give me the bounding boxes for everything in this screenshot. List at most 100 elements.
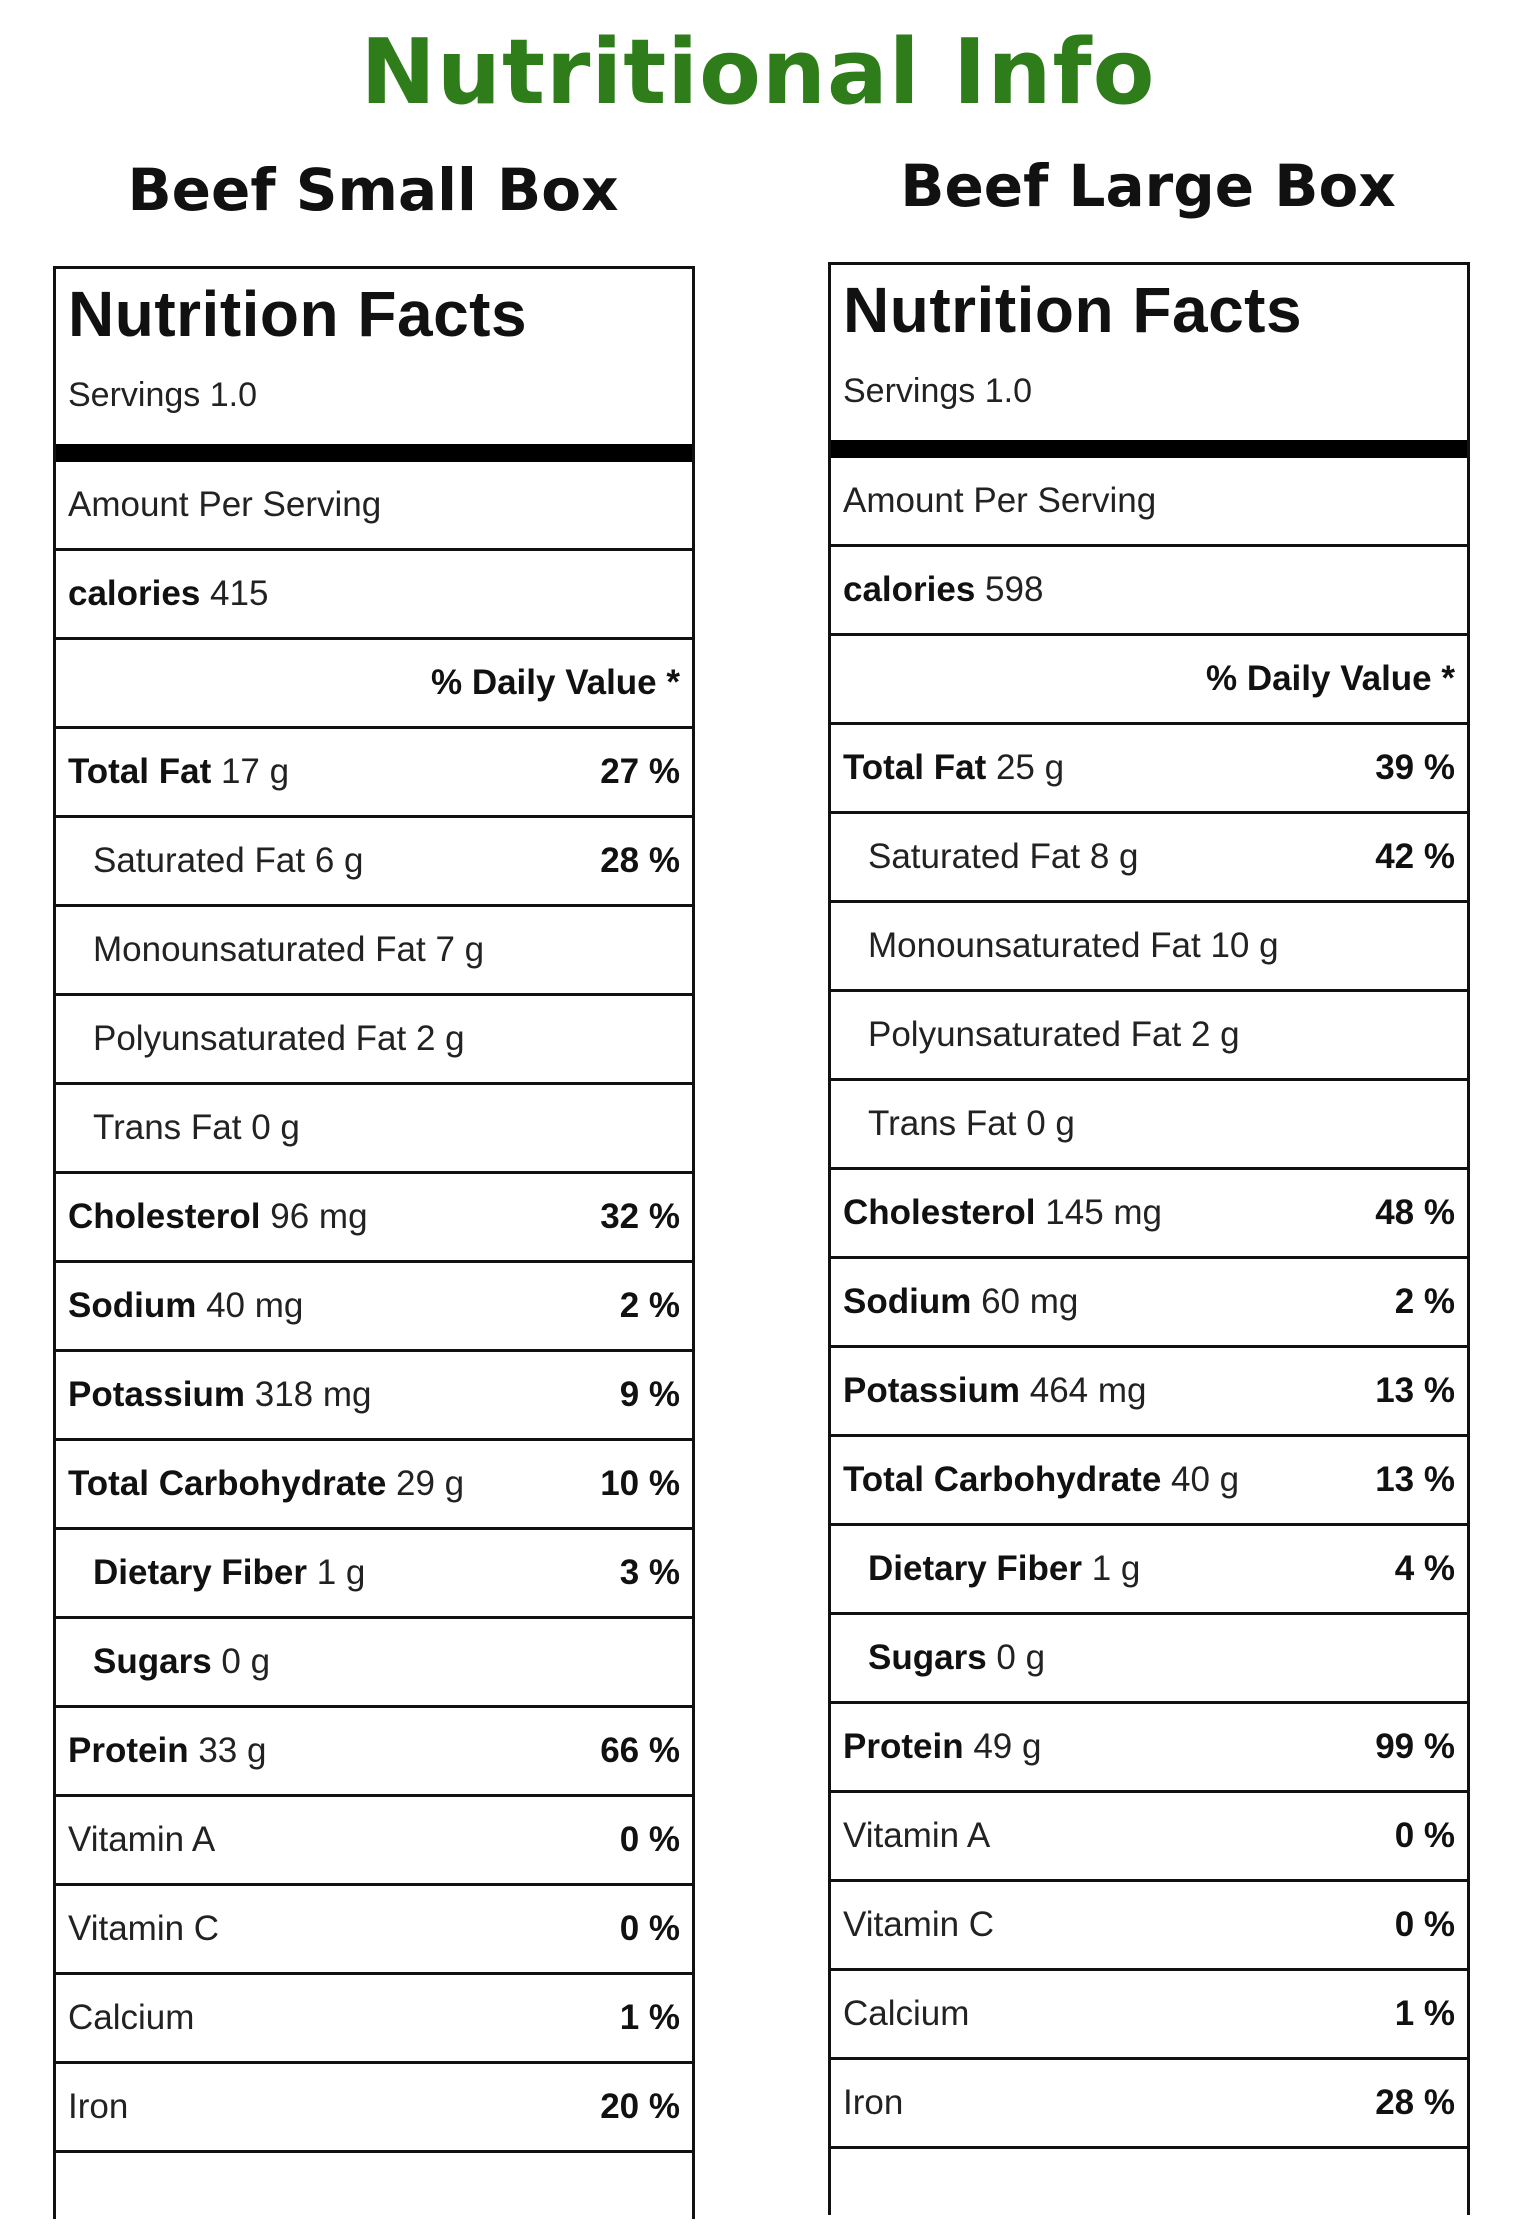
nutrient-amount: 40 mg: [206, 1286, 304, 1325]
nutrient-percent: 1 %: [619, 1998, 680, 2037]
nutrient-amount: 0 g: [251, 1108, 300, 1147]
nutrient-label: Total Fat: [843, 748, 987, 787]
nutrient-row: Protein 49 g 99 %: [831, 1704, 1467, 1793]
nutrient-label: Monounsaturated Fat: [93, 930, 426, 969]
servings: Servings 1.0: [68, 376, 257, 414]
servings: Servings 1.0: [843, 372, 1032, 410]
nutrient-label: Vitamin C: [843, 1905, 995, 1944]
nutrient-row: Vitamin A 0 %: [56, 1797, 692, 1886]
nutrient-row: Sugars 0 g: [831, 1615, 1467, 1704]
nutrient-amount: 6 g: [314, 841, 364, 880]
nutrient-amount: 25 g: [995, 748, 1065, 787]
nutrient-label: Polyunsaturated Fat: [868, 1015, 1182, 1054]
nutrient-percent: 13 %: [1375, 1371, 1455, 1410]
nutrition-facts-title: Nutrition Facts: [68, 278, 528, 350]
amount-per-serving: Amount Per Serving: [56, 462, 692, 551]
nutrient-label: Calcium: [843, 1994, 970, 2033]
nutrient-label: Cholesterol: [68, 1197, 261, 1236]
nutrient-row: Saturated Fat 8 g 42 %: [831, 814, 1467, 903]
nutrition-facts-title: Nutrition Facts: [843, 274, 1303, 346]
nutrient-percent: 42 %: [1375, 837, 1455, 876]
nutrient-label: Sugars: [868, 1638, 987, 1677]
nutrient-percent: 2 %: [619, 1286, 680, 1325]
nutrient-label: Potassium: [68, 1375, 245, 1414]
nutrient-row: Saturated Fat 6 g 28 %: [56, 818, 692, 907]
nutrient-row: Sodium 40 mg 2 %: [56, 1263, 692, 1352]
nutrition-header: Nutrition Facts Servings 1.0: [831, 265, 1467, 440]
nutrient-rows: Total Fat 25 g 39 % Saturated Fat 8 g 42 % M…: [831, 725, 1467, 2235]
nutrient-row: Total Fat 25 g 39 %: [831, 725, 1467, 814]
nutrient-amount: 60 mg: [981, 1282, 1079, 1321]
nutrient-row: Total Carbohydrate 40 g 13 %: [831, 1437, 1467, 1526]
nutrient-label: Calcium: [68, 1998, 195, 2037]
nutrient-amount: 8 g: [1089, 837, 1139, 876]
page-title: Nutritional Info: [360, 20, 1156, 125]
label-continuation: [831, 2149, 1467, 2235]
nutrient-percent: 27 %: [600, 752, 680, 791]
nutrient-row: Vitamin C 0 %: [56, 1886, 692, 1975]
nutrient-label: Dietary Fiber: [868, 1549, 1082, 1588]
nutrient-amount: 33 g: [198, 1731, 267, 1770]
nutrient-percent: 13 %: [1375, 1460, 1455, 1499]
nutrient-amount: 7 g: [435, 930, 485, 969]
nutrient-row: Sugars 0 g: [56, 1619, 692, 1708]
nutrient-row: Cholesterol 96 mg 32 %: [56, 1174, 692, 1263]
nutrient-amount: 1 g: [316, 1553, 366, 1592]
nutrient-label: Protein: [843, 1727, 964, 1766]
large-box-column: Beef Large Box Nutrition Facts Servings …: [828, 146, 1470, 2215]
nutrient-percent: 28 %: [600, 841, 680, 880]
daily-value-header: % Daily Value *: [831, 636, 1467, 725]
amount-per-serving: Amount Per Serving: [831, 458, 1467, 547]
nutrient-percent: 1 %: [1394, 1994, 1455, 2033]
nutrient-label: Potassium: [843, 1371, 1020, 1410]
nutrient-amount: 2 g: [1190, 1015, 1240, 1054]
nutrient-percent: 4 %: [1394, 1549, 1455, 1588]
nutrient-amount: 318 mg: [254, 1375, 372, 1414]
nutrient-percent: 32 %: [600, 1197, 680, 1236]
nutrient-label: Polyunsaturated Fat: [93, 1019, 407, 1058]
nutrient-row: Dietary Fiber 1 g 4 %: [831, 1526, 1467, 1615]
label-continuation: [56, 2153, 692, 2239]
nutrient-row: Trans Fat 0 g: [56, 1085, 692, 1174]
nutrient-label: Iron: [68, 2087, 129, 2126]
nutrient-amount: 10 g: [1210, 926, 1279, 965]
calories-value: 415: [210, 574, 269, 613]
nutrient-row: Iron 20 %: [56, 2064, 692, 2153]
nutrient-amount: 2 g: [415, 1019, 465, 1058]
nutrient-rows: Total Fat 17 g 27 % Saturated Fat 6 g 28 % M…: [56, 729, 692, 2239]
nutrient-percent: 0 %: [1394, 1816, 1455, 1855]
nutrient-percent: 2 %: [1394, 1282, 1455, 1321]
nutrient-label: Sugars: [93, 1642, 212, 1681]
calories-row: calories 598: [831, 547, 1467, 636]
nutrient-amount: 1 g: [1091, 1549, 1141, 1588]
thick-divider: [831, 440, 1467, 458]
nutrient-percent: 99 %: [1375, 1727, 1455, 1766]
nutrition-header: Nutrition Facts Servings 1.0: [56, 269, 692, 444]
calories-value: 598: [985, 570, 1044, 609]
nutrient-row: Total Carbohydrate 29 g 10 %: [56, 1441, 692, 1530]
nutrient-amount: 96 mg: [270, 1197, 368, 1236]
nutrient-row: Vitamin C 0 %: [831, 1882, 1467, 1971]
nutrient-row: Monounsaturated Fat 7 g: [56, 907, 692, 996]
box-title: Beef Large Box: [900, 152, 1396, 220]
nutrient-percent: 28 %: [1375, 2083, 1455, 2122]
nutrient-label: Iron: [843, 2083, 904, 2122]
nutrient-label: Sodium: [843, 1282, 972, 1321]
nutrient-label: Saturated Fat: [93, 841, 306, 880]
nutrient-percent: 3 %: [619, 1553, 680, 1592]
nutrient-row: Polyunsaturated Fat 2 g: [56, 996, 692, 1085]
nutrient-row: Vitamin A 0 %: [831, 1793, 1467, 1882]
nutrient-percent: 10 %: [600, 1464, 680, 1503]
nutrient-row: Monounsaturated Fat 10 g: [831, 903, 1467, 992]
nutrient-label: Trans Fat: [868, 1104, 1017, 1143]
calories-row: calories 415: [56, 551, 692, 640]
nutrient-row: Protein 33 g 66 %: [56, 1708, 692, 1797]
nutrient-label: Total Fat: [68, 752, 212, 791]
nutrient-label: Total Carbohydrate: [68, 1464, 387, 1503]
nutrient-percent: 0 %: [619, 1909, 680, 1948]
nutrient-label: Sodium: [68, 1286, 197, 1325]
daily-value-header: % Daily Value *: [56, 640, 692, 729]
nutrient-row: Trans Fat 0 g: [831, 1081, 1467, 1170]
nutrient-row: Total Fat 17 g 27 %: [56, 729, 692, 818]
nutrient-amount: 29 g: [396, 1464, 465, 1503]
